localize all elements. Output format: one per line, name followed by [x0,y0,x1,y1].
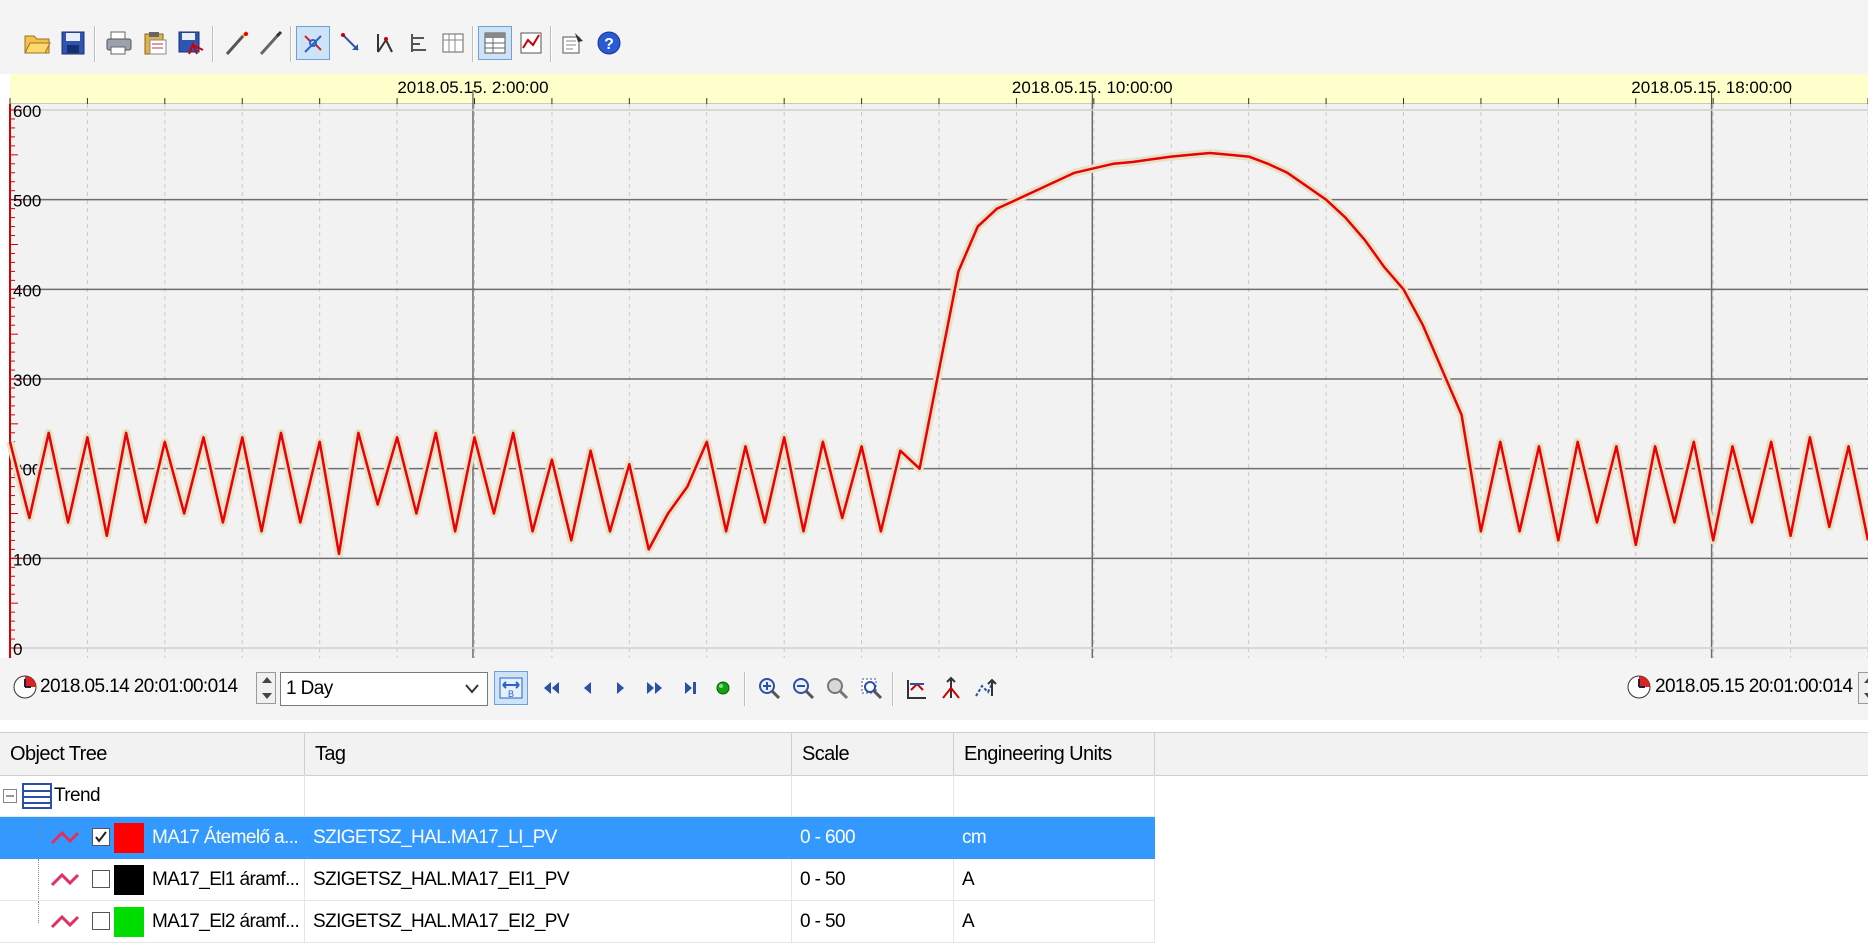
pen-row[interactable]: MA17 Átemelő a... SZIGETSZ_HAL.MA17_LI_P… [0,817,1155,859]
clock-icon [1627,675,1651,699]
pen-scale: 0 - 50 [792,859,954,901]
start-time-spinner[interactable] [256,672,276,704]
tree-root-row[interactable]: Trend [0,775,1155,817]
y-axis-label: 600 [13,102,41,121]
columns-icon[interactable] [436,26,470,60]
save-icon[interactable] [56,26,90,60]
pen-icon[interactable] [254,26,288,60]
zoom-out-icon[interactable] [786,671,820,705]
scale-x-icon[interactable] [900,671,934,705]
pen-name-cell: MA17_El1 áramf... [0,859,305,901]
zoom-in-icon[interactable] [752,671,786,705]
y-axis-label: 300 [13,371,41,390]
empty-cell [954,775,1155,817]
live-mode-button[interactable] [706,671,740,705]
properties-icon[interactable] [556,26,590,60]
pen-table-header: Object Tree Tag Scale Engineering Units [0,732,1868,776]
pen-name: MA17_El1 áramf... [152,869,300,890]
y-axis-label: 500 [13,192,41,211]
autoscale-icon[interactable] [968,671,1002,705]
scale-y-icon[interactable] [934,671,968,705]
empty-cell [792,775,954,817]
pen-visible-checkbox[interactable] [92,828,110,846]
fit-span-button[interactable]: B [494,671,528,705]
table-icon[interactable] [478,26,512,60]
pen-color-swatch[interactable] [114,823,144,853]
end-time-spinner[interactable] [1858,672,1868,704]
zoom-box-icon[interactable] [854,671,888,705]
collapse-icon[interactable] [3,789,17,803]
time-axis-label: 2018.05.15. 10:00:00 [1012,78,1173,97]
column-engineering-units[interactable]: Engineering Units [954,733,1155,775]
arrow-icon[interactable] [334,26,368,60]
svg-text:B: B [508,689,514,699]
time-navigation-bar: 2018.05.14 20:01:00:014 1 Day B [0,658,1868,720]
pen-tag: SZIGETSZ_HAL.MA17_LI_PV [305,817,792,859]
pen-icon [50,830,80,845]
pen-table: Object Tree Tag Scale Engineering Units … [0,720,1868,948]
marker-icon[interactable] [368,26,402,60]
pen-row[interactable]: MA17_El1 áramf... SZIGETSZ_HAL.MA17_EI1_… [0,859,1155,901]
y-axis-label: 0 [13,640,22,658]
trend-chart[interactable]: 2018.05.15. 2:00:00 2018.05.15. 10:00:00 2… [0,74,1868,659]
pen-visible-checkbox[interactable] [92,912,110,930]
pen-name: MA17_El2 áramf... [152,911,300,932]
open-folder-icon[interactable] [20,26,54,60]
end-time-text[interactable]: 2018.05.15 20:01:00:014 [1655,676,1853,697]
print-icon[interactable] [102,26,136,60]
pen-units: cm [954,817,1155,859]
pen-name: MA17 Átemelő a... [152,827,299,848]
main-toolbar: ? [0,0,1868,74]
pen-units: A [954,859,1155,901]
time-axis-label: 2018.05.15. 18:00:00 [1631,78,1792,97]
pen-row[interactable]: MA17_El2 áramf... SZIGETSZ_HAL.MA17_EI2_… [0,901,1155,943]
trend-icon [22,783,52,809]
clipboard-icon[interactable] [138,26,172,60]
rewind-fast-button[interactable] [534,671,568,705]
go-to-end-button[interactable] [674,671,708,705]
pen-tag: SZIGETSZ_HAL.MA17_EI1_PV [305,859,792,901]
pen-scale: 0 - 50 [792,901,954,943]
y-axis-label: 100 [13,550,41,569]
trace-ma17-level[interactable] [8,151,1868,556]
pen-icon [50,872,80,887]
tree-root-label: Trend [54,785,101,806]
pen-name-cell: MA17 Átemelő a... [0,817,305,859]
column-tag[interactable]: Tag [305,733,792,775]
pen-scale: 0 - 600 [792,817,954,859]
empty-cell [305,775,792,817]
step-back-button[interactable] [570,671,604,705]
time-axis-label: 2018.05.15. 2:00:00 [397,78,548,97]
svg-text:?: ? [604,36,614,53]
time-range-select[interactable]: 1 Day [280,672,488,706]
pen-name-cell: MA17_El2 áramf... [0,901,305,943]
pen-visible-checkbox[interactable] [92,870,110,888]
save-as-icon[interactable] [174,26,208,60]
forward-fast-button[interactable] [638,671,672,705]
pen-color-swatch[interactable] [114,865,144,895]
tree-root-cell: Trend [0,775,305,817]
step-forward-button[interactable] [604,671,638,705]
align-icon[interactable] [402,26,436,60]
pen-color-swatch[interactable] [114,907,144,937]
y-axis-label: 400 [13,281,41,300]
cursor-icon[interactable] [296,26,330,60]
time-range-value: 1 Day [286,678,333,699]
clock-icon [13,675,37,699]
chevron-down-icon[interactable] [461,676,483,702]
pen-icon [50,914,80,929]
help-icon[interactable]: ? [592,26,626,60]
chart-icon[interactable] [514,26,548,60]
start-time-text[interactable]: 2018.05.14 20:01:00:014 [40,676,238,697]
pen-tag: SZIGETSZ_HAL.MA17_EI2_PV [305,901,792,943]
column-object-tree[interactable]: Object Tree [0,733,305,775]
pen-units: A [954,901,1155,943]
wand-icon[interactable] [220,26,254,60]
zoom-reset-icon[interactable] [820,671,854,705]
column-scale[interactable]: Scale [792,733,954,775]
